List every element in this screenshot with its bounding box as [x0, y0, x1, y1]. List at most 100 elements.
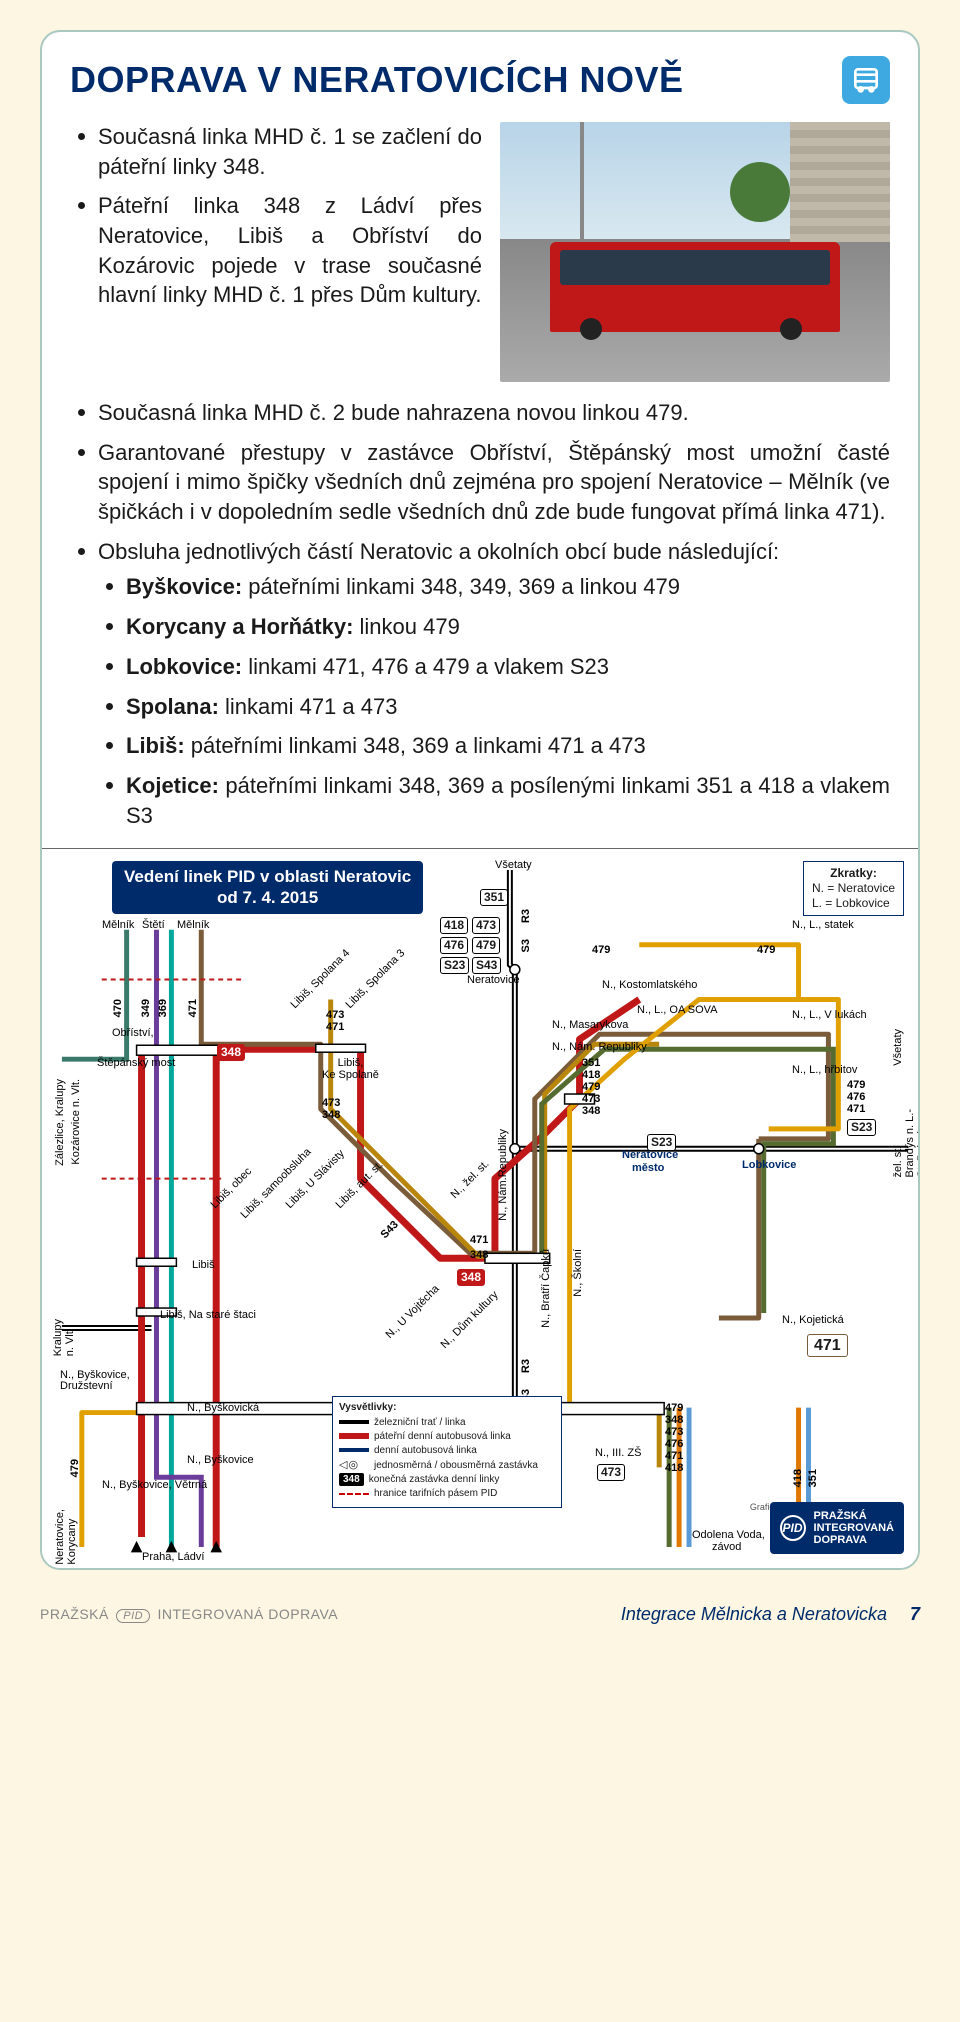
stop: Libiš	[192, 1259, 215, 1271]
line-num: 471	[470, 1234, 488, 1246]
line-num: S23	[847, 1119, 876, 1135]
line-num: 471	[326, 1021, 344, 1033]
stop: N., Byškovická	[187, 1402, 259, 1414]
line-num: 471	[847, 1103, 865, 1115]
pid-logo: PID PRAŽSKÁ INTEGROVANÁ DOPRAVA	[770, 1502, 904, 1554]
stop: N., L., hřbitov	[792, 1064, 857, 1076]
card-title: DOPRAVA V NERATOVICÍCH NOVĚ	[70, 59, 684, 101]
line-num: 479	[665, 1402, 683, 1414]
line-num: 471	[665, 1450, 683, 1462]
terminal: Mělník	[177, 919, 209, 931]
line-num: 351	[807, 1469, 819, 1487]
sub-bullet: Spolana: linkami 471 a 473	[98, 692, 890, 722]
stop: N., Nám.Republiky	[497, 1129, 509, 1221]
footer-left: PRAŽSKÁ PID INTEGROVANÁ DOPRAVA	[40, 1606, 338, 1623]
line-num: 473	[665, 1426, 683, 1438]
terminal: Kozárovice n. Vlt.	[70, 1079, 82, 1165]
stop: N., Školní	[572, 1249, 584, 1297]
line-num: 476	[440, 937, 468, 953]
footer-right: Integrace Mělnicka a Neratovicka 7	[621, 1604, 920, 1625]
line-num: 479	[472, 937, 500, 953]
line-num: 473	[326, 1009, 344, 1021]
info-card: DOPRAVA V NERATOVICÍCH NOVĚ Současná lin…	[40, 30, 920, 1570]
stop: N., Nám. Republiky	[552, 1041, 647, 1053]
main-bullets: Současná linka MHD č. 2 bude nahrazena n…	[70, 398, 890, 830]
sub-bullet: Kojetice: páteřními linkami 348, 369 a p…	[98, 771, 890, 830]
page-footer: PRAŽSKÁ PID INTEGROVANÁ DOPRAVA Integrac…	[0, 1590, 960, 1641]
line-num: 349	[140, 999, 152, 1017]
stop: N., Masarykova	[552, 1019, 628, 1031]
terminal: Praha, Ládví	[142, 1551, 204, 1563]
line-num: 348	[582, 1105, 600, 1117]
terminal: Všetaty	[892, 1029, 904, 1066]
lead-bullets: Současná linka MHD č. 1 se začlení do pá…	[70, 122, 482, 310]
line-num: S23	[440, 957, 469, 973]
line-num: 348	[457, 1269, 485, 1285]
terminal: Všetaty	[495, 859, 532, 871]
stop: N., L., V lukách	[792, 1009, 867, 1021]
bus-photo	[500, 122, 890, 382]
bullet: Obsluha jednotlivých částí Neratovic a o…	[70, 537, 890, 831]
route-map: Vedení linek PID v oblasti Neratovic od …	[42, 848, 918, 1568]
stop: N., L., statek	[792, 919, 854, 931]
line-num: 351	[480, 889, 508, 905]
bus-icon	[842, 56, 890, 104]
line-num: 479	[847, 1079, 865, 1091]
bullet: Páteřní linka 348 z Ládví přes Neratovic…	[70, 191, 482, 310]
stop: Libiš, Na staré štaci	[160, 1309, 256, 1321]
line-num: 473	[472, 917, 500, 933]
stop: N., III. ZŠ	[595, 1447, 641, 1459]
sub-bullet: Lobkovice: linkami 471, 476 a 479 a vlak…	[98, 652, 890, 682]
line-num: 418	[582, 1069, 600, 1081]
terminal: závod	[712, 1541, 741, 1553]
line-num: 479	[757, 944, 775, 956]
line-num: 471	[187, 999, 199, 1017]
line-num: 473	[322, 1097, 340, 1109]
sub-bullet: Libiš: páteřními linkami 348, 369 a link…	[98, 731, 890, 761]
line-num: R3	[520, 1359, 532, 1373]
line-num: 471	[807, 1334, 848, 1357]
line-num: 348	[665, 1414, 683, 1426]
stop: Libiš, Ke Spolaně	[322, 1057, 379, 1081]
line-num: 473	[582, 1093, 600, 1105]
line-num: S23	[647, 1134, 676, 1150]
terminal: Zálezlice, Kralupy	[54, 1079, 66, 1166]
stop: N., Byškovice	[187, 1454, 254, 1466]
terminal: žel. st. Brandýs n. L.- St. Boleslav	[892, 1109, 920, 1177]
line-num: 418	[665, 1462, 683, 1474]
stop: N., Kojetická	[782, 1314, 844, 1326]
terminal: Neratovice, Korycany	[54, 1509, 78, 1565]
card-header: DOPRAVA V NERATOVICÍCH NOVĚ	[70, 56, 890, 104]
sub-bullets: Byškovice: páteřními linkami 348, 349, 3…	[98, 572, 890, 830]
stop: N., L., OA SOVA	[637, 1004, 718, 1016]
bullet-text: Obsluha jednotlivých částí Neratovic a o…	[98, 539, 779, 564]
line-num: 470	[112, 999, 124, 1017]
terminal: Odolena Voda,	[692, 1529, 765, 1541]
stop: Lobkovice	[742, 1159, 796, 1171]
stop: město	[632, 1162, 664, 1174]
line-num: 348	[322, 1109, 340, 1121]
line-num: 479	[582, 1081, 600, 1093]
line-num: 473	[597, 1464, 625, 1480]
line-num: S3	[520, 939, 532, 952]
bullet: Garantované přestupy v zastávce Obříství…	[70, 438, 890, 527]
legend-box: Vysvětlivky: železniční trať / linka pát…	[332, 1396, 562, 1508]
line-num: 479	[69, 1459, 81, 1477]
line-num: S43	[472, 957, 501, 973]
sub-bullet: Korycany a Horňátky: linkou 479	[98, 612, 890, 642]
stop: N., Kostomlatského	[602, 979, 697, 991]
terminal: Kralupy n. Vlt.	[52, 1319, 76, 1356]
stop: N., Byškovice, Větrná	[102, 1479, 207, 1491]
bullet: Současná linka MHD č. 1 se začlení do pá…	[70, 122, 482, 181]
line-num: 476	[665, 1438, 683, 1450]
line-num: 418	[792, 1469, 804, 1487]
line-num: 476	[847, 1091, 865, 1103]
line-num: 351	[582, 1057, 600, 1069]
stop: Neratovice	[622, 1149, 678, 1161]
stop: N., Bratří Čapků	[540, 1249, 552, 1328]
stop: Štěpánský most	[97, 1057, 175, 1069]
line-num: 348	[217, 1044, 245, 1060]
stop: Neratovice	[467, 974, 520, 986]
line-num: 348	[470, 1249, 488, 1261]
sub-bullet: Byškovice: páteřními linkami 348, 349, 3…	[98, 572, 890, 602]
